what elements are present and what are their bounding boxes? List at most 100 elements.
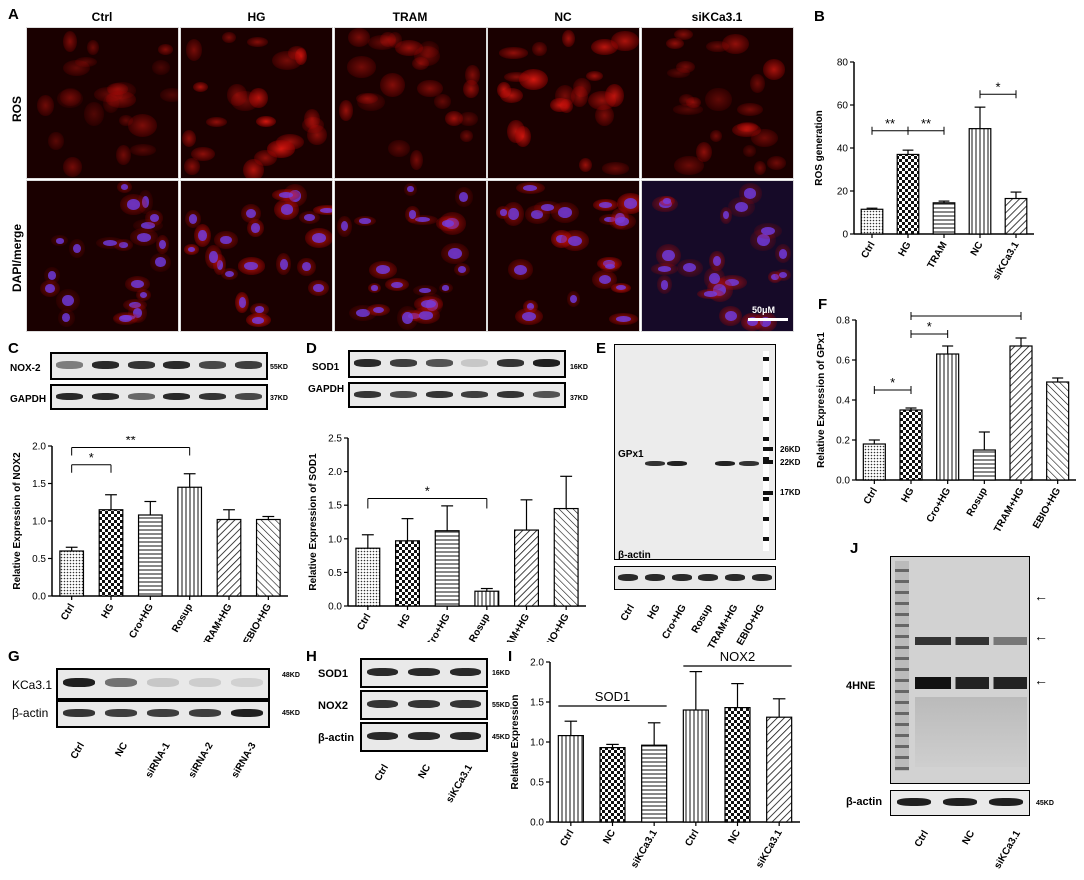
blot-d-gapdh <box>348 382 566 408</box>
g-lane-label: siRNA-1 <box>143 740 173 780</box>
nucleus <box>603 260 616 268</box>
cell <box>47 132 64 150</box>
j-lane-label: siKCa3.1 <box>992 828 1023 871</box>
significance-star: ** <box>126 436 136 448</box>
cell <box>532 41 547 57</box>
nucleus <box>188 214 198 224</box>
chart-d-sod1-expression: 0.0 0.5 1.0 1.5 2.0 2.5 Relative Expression of… <box>308 434 586 642</box>
bar <box>936 353 960 481</box>
nucleus <box>746 317 758 327</box>
cell <box>230 91 259 112</box>
nucleus <box>371 285 378 291</box>
blot-g-kca31-label: KCa3.1 <box>12 678 53 692</box>
cell <box>411 57 430 71</box>
band <box>163 361 191 369</box>
nucleus <box>761 226 775 235</box>
bar <box>1004 197 1028 235</box>
nucleus <box>279 258 288 270</box>
group-label: SOD1 <box>595 689 630 704</box>
cell <box>601 162 630 175</box>
band <box>231 709 263 717</box>
cell <box>346 56 376 78</box>
e-lane-label: Cro+HG <box>660 602 689 642</box>
nucleus <box>121 184 129 191</box>
nucleus <box>225 270 235 277</box>
band <box>56 361 84 369</box>
nucleus <box>119 315 132 322</box>
j-arrow-3: ← <box>1034 672 1048 688</box>
cell <box>75 57 98 68</box>
panel-h-label: H <box>306 648 317 665</box>
y-tick-label: 1.0 <box>328 534 342 545</box>
cell <box>417 79 443 98</box>
marker-26kd: 26KD <box>780 445 801 454</box>
blot-d-gapdh-label: GAPDH <box>308 384 345 395</box>
nucleus <box>527 303 535 310</box>
cell <box>433 94 451 110</box>
nucleus <box>660 279 669 290</box>
nucleus <box>279 191 294 198</box>
nucleus <box>209 251 218 263</box>
kd-c-55: 55KD <box>270 364 288 371</box>
cell <box>518 68 549 90</box>
band <box>698 573 719 581</box>
nucleus <box>251 316 265 324</box>
nucleus <box>390 281 403 289</box>
cell <box>379 31 397 48</box>
nucleus <box>304 214 315 221</box>
y-tick-label: 0.6 <box>836 356 850 367</box>
e-lane-label: HG <box>645 602 663 622</box>
nucleus <box>61 294 74 307</box>
cell <box>303 108 320 130</box>
band <box>942 798 978 806</box>
cell <box>753 160 766 176</box>
nucleus <box>663 198 671 204</box>
cell <box>116 145 131 166</box>
panel-i-label: I <box>508 648 513 665</box>
blot-d-sod1-label: SOD1 <box>312 362 340 373</box>
panel-e-label: E <box>596 340 607 357</box>
band <box>496 359 525 367</box>
cell <box>679 93 695 107</box>
nucleus <box>419 311 433 320</box>
j-ladder <box>895 561 909 771</box>
g-lane-label: Ctrl <box>68 740 87 762</box>
y-tick-label: 20 <box>837 187 849 198</box>
nucleus <box>734 201 748 212</box>
j-arrow-2: ← <box>1034 628 1048 644</box>
cell <box>205 116 228 128</box>
panel-b-label: B <box>814 8 825 25</box>
nucleus <box>319 207 332 213</box>
cell <box>62 59 90 77</box>
y-tick-label: 0.0 <box>32 592 46 603</box>
kd-d-16: 16KD <box>570 364 588 371</box>
y-tick-label: 1.5 <box>328 501 342 512</box>
nucleus <box>251 223 260 233</box>
band <box>234 392 262 400</box>
band <box>425 390 453 398</box>
y-tick-label: 0.5 <box>328 568 342 579</box>
cell <box>722 33 750 55</box>
x-tick-label: Rosup <box>170 602 195 634</box>
nucleus <box>118 241 129 248</box>
cell <box>306 124 327 146</box>
nucleus <box>61 313 71 323</box>
nucleus <box>139 292 147 298</box>
x-tick-label: Rosup <box>965 486 990 518</box>
cell <box>338 100 354 121</box>
panel-d-label: D <box>306 340 317 357</box>
y-tick-label: 60 <box>837 101 849 112</box>
y-tick-label: 0.4 <box>836 396 850 407</box>
panel-c-label: C <box>8 340 19 357</box>
nucleus <box>341 221 349 232</box>
cell <box>37 95 55 117</box>
nucleus <box>280 204 293 215</box>
band <box>408 699 440 709</box>
nucleus <box>759 316 771 328</box>
y-tick-label: 1.0 <box>530 738 544 749</box>
cell <box>127 114 158 138</box>
chart-f-gpx1-expression: 0.0 0.2 0.4 0.6 0.8 Relative Expression of GP… <box>816 310 1076 535</box>
band <box>644 573 666 581</box>
gpx1-band-ebio <box>739 461 759 466</box>
x-tick-label: EBIO+HG <box>540 612 572 642</box>
